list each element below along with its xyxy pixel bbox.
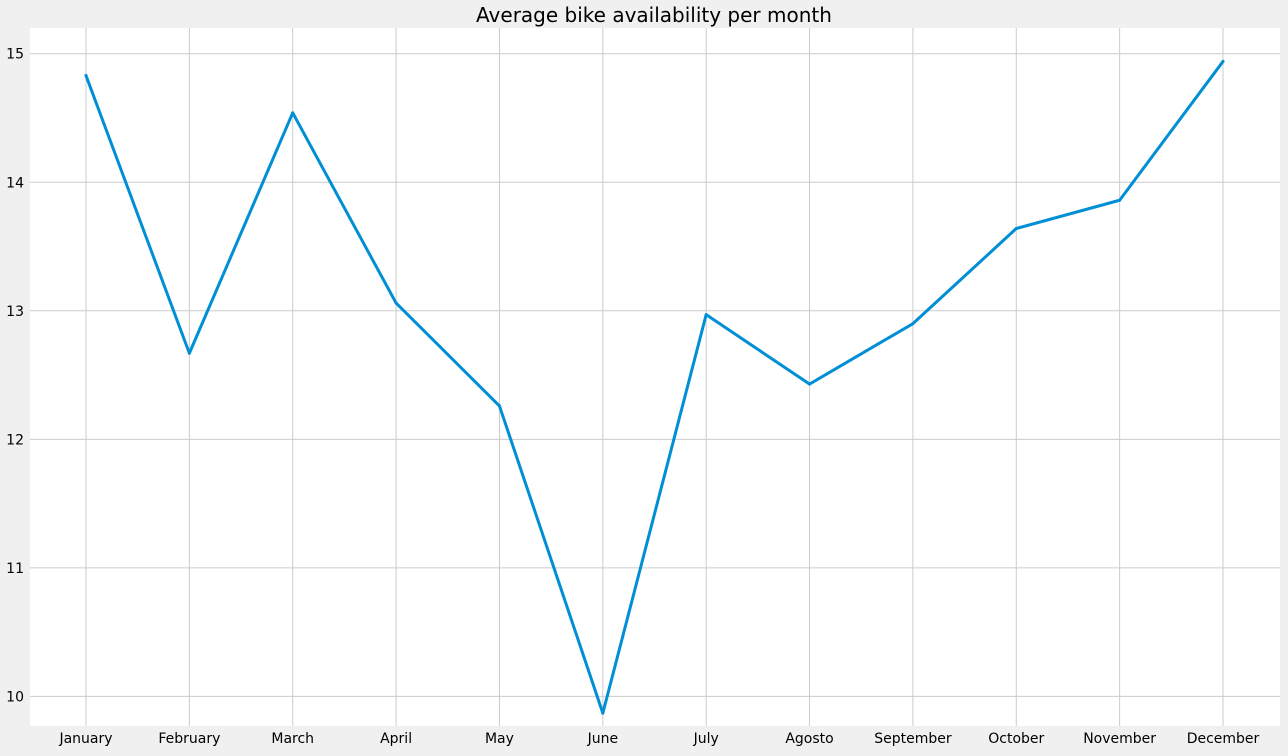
data-point (291, 111, 295, 115)
x-tick-label: January (58, 731, 112, 747)
x-tick-label: June (587, 731, 619, 747)
y-tick-labels: 10 11 12 13 14 15 (6, 47, 24, 706)
x-tick-label: Agosto (785, 731, 833, 747)
x-tick-label: April (380, 731, 412, 747)
data-point (704, 313, 708, 317)
y-tick-label: 13 (6, 304, 24, 320)
data-point (1014, 227, 1018, 231)
x-gridlines (85, 28, 1224, 726)
data-point (1118, 198, 1122, 202)
x-tick-label: March (271, 731, 314, 747)
data-point (911, 322, 915, 326)
y-gridlines (30, 53, 1280, 697)
x-tick-label: May (485, 731, 514, 747)
series-line (84, 59, 1225, 715)
y-tick-label: 14 (6, 175, 24, 191)
data-point (808, 382, 812, 386)
y-tick-label: 15 (6, 47, 24, 63)
x-tick-label: October (988, 731, 1044, 747)
data-point (497, 404, 501, 408)
data-point (187, 351, 191, 355)
y-tick-label: 12 (6, 432, 24, 448)
series-layer (84, 59, 1225, 715)
data-point (84, 74, 88, 78)
y-tick-label: 10 (6, 689, 24, 705)
x-tick-labels: January February March April May June July Agos… (58, 731, 1259, 747)
plot-area (30, 28, 1280, 726)
data-point (1221, 59, 1225, 63)
x-tick-label: December (1187, 731, 1260, 747)
data-point (394, 301, 398, 305)
data-point (601, 711, 605, 715)
x-tick-label: July (693, 731, 719, 747)
chart-title: Average bike availability per month (476, 3, 832, 27)
y-tick-label: 11 (6, 561, 24, 577)
x-tick-label: February (158, 731, 220, 747)
x-tick-label: September (874, 731, 952, 747)
x-tick-label: November (1083, 731, 1156, 747)
